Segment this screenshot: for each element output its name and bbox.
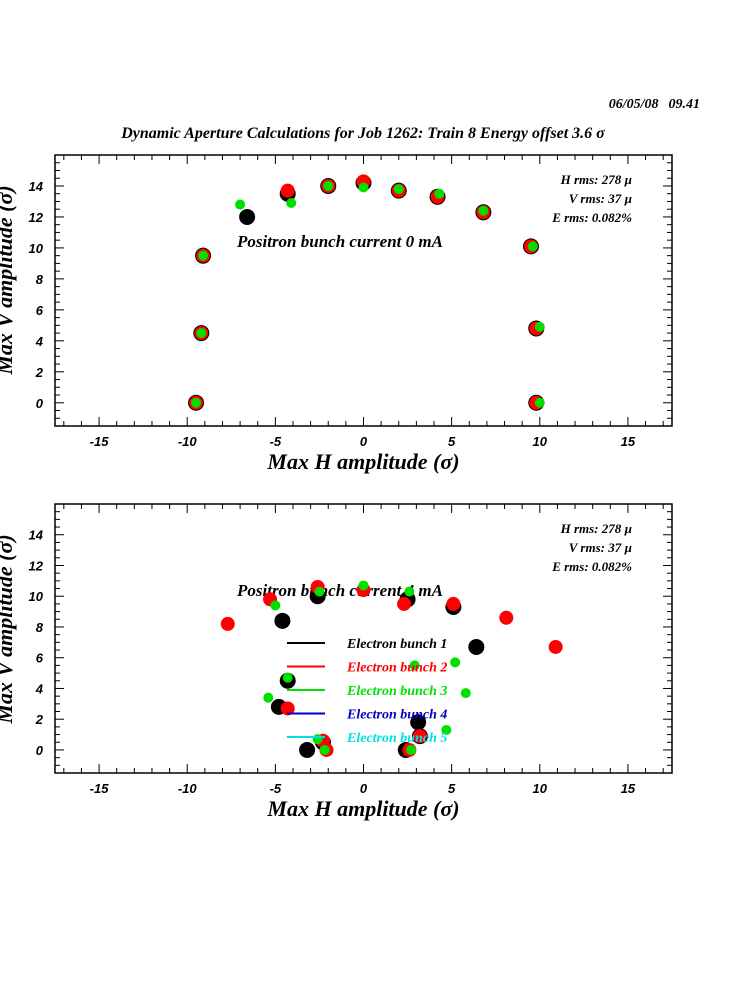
x-tick-label: 15 — [621, 434, 636, 449]
data-point — [450, 657, 461, 668]
x-tick-label: 5 — [448, 781, 456, 796]
data-point — [441, 724, 452, 735]
chart-panel-bottom: -15 -10 -5 0 5 10 15 0 2 4 6 8 10 12 14 Max H amplitude… — [0, 503, 673, 821]
x-axis-label: Max H amplitude (σ) — [266, 449, 459, 474]
x-tick-label: -10 — [178, 434, 198, 449]
data-point — [409, 660, 420, 671]
panel-subtitle: Positron bunch current 0 mA — [236, 232, 443, 251]
data-point — [280, 701, 295, 716]
data-point — [434, 188, 445, 199]
y-tick-label: 8 — [36, 620, 44, 635]
x-tick-label: 0 — [360, 781, 368, 796]
stats-line: E rms: 0.082% — [551, 210, 632, 225]
y-tick-label: 4 — [35, 334, 44, 349]
stats-line: V rms: 37 µ — [569, 540, 632, 555]
y-tick-label: 6 — [36, 303, 44, 318]
data-point — [534, 321, 545, 332]
y-tick-label: 4 — [35, 681, 44, 696]
data-point — [319, 744, 330, 755]
x-tick-label: -5 — [270, 781, 282, 796]
x-tick-label: -10 — [178, 781, 198, 796]
data-point — [460, 688, 471, 699]
x-tick-label: -15 — [90, 434, 110, 449]
data-point — [235, 199, 246, 210]
x-tick-label: -5 — [270, 434, 282, 449]
data-point — [280, 183, 295, 198]
y-tick-label: 6 — [36, 651, 44, 666]
legend-label: Electron bunch 3 — [346, 684, 447, 699]
data-point — [263, 692, 274, 703]
data-point — [323, 180, 334, 191]
figure-title: Dynamic Aperture Calculations for Job 12… — [120, 125, 605, 142]
stats-line: H rms: 278 µ — [560, 172, 632, 187]
data-point — [499, 610, 514, 625]
data-point — [527, 241, 538, 252]
data-point — [404, 586, 415, 597]
legend-label: Electron bunch 2 — [346, 661, 447, 676]
data-point — [286, 198, 297, 209]
legend-label: Electron bunch 4 — [346, 708, 447, 723]
data-point — [282, 672, 293, 683]
y-tick-label: 12 — [29, 210, 44, 225]
stats-line: H rms: 278 µ — [560, 521, 632, 536]
data-point — [446, 596, 461, 611]
data-point — [548, 639, 563, 654]
x-tick-label: 15 — [621, 781, 636, 796]
y-tick-label: 0 — [36, 396, 44, 411]
y-tick-label: 10 — [29, 241, 44, 256]
data-point — [412, 729, 427, 744]
data-point — [534, 397, 545, 408]
y-axis-label: Max V amplitude (σ) — [0, 534, 17, 724]
data-point — [198, 250, 209, 261]
data-point — [314, 586, 325, 597]
data-point — [358, 580, 369, 591]
data-point — [393, 184, 404, 195]
x-tick-label: 0 — [360, 434, 368, 449]
data-point — [406, 744, 417, 755]
data-point — [312, 734, 323, 745]
y-tick-label: 0 — [36, 743, 44, 758]
data-point — [410, 714, 427, 731]
data-point — [274, 612, 291, 629]
data-point — [196, 328, 207, 339]
x-tick-label: -15 — [90, 781, 110, 796]
y-tick-label: 12 — [29, 558, 44, 573]
data-point — [358, 182, 369, 193]
data-point — [239, 208, 256, 225]
data-point — [270, 600, 281, 611]
chart-panel-top: -15 -10 -5 0 5 10 15 0 2 4 6 8 10 12 14 Max H amplitude… — [0, 154, 673, 474]
y-tick-label: 14 — [29, 179, 44, 194]
data-point — [191, 397, 202, 408]
y-tick-label: 10 — [29, 589, 44, 604]
y-tick-label: 8 — [36, 272, 44, 287]
y-tick-label: 14 — [29, 528, 44, 543]
data-point — [397, 596, 412, 611]
legend-label: Electron bunch 5 — [346, 731, 447, 746]
data-point — [468, 638, 485, 655]
y-tick-label: 2 — [35, 365, 44, 380]
x-axis-label: Max H amplitude (σ) — [266, 796, 459, 821]
panel-subtitle: Positron bunch current 4 mA — [236, 581, 443, 600]
header-datetime: 06/05/08 09.41 — [609, 97, 700, 112]
data-point — [299, 741, 316, 758]
x-tick-label: 5 — [448, 434, 456, 449]
y-axis-label: Max V amplitude (σ) — [0, 185, 17, 375]
x-tick-label: 10 — [533, 781, 548, 796]
y-tick-label: 2 — [35, 712, 44, 727]
data-point — [478, 205, 489, 216]
stats-line: E rms: 0.082% — [551, 559, 632, 574]
stats-line: V rms: 37 µ — [569, 191, 632, 206]
legend-label: Electron bunch 1 — [346, 637, 447, 652]
data-point — [220, 616, 235, 631]
x-tick-label: 10 — [533, 434, 548, 449]
